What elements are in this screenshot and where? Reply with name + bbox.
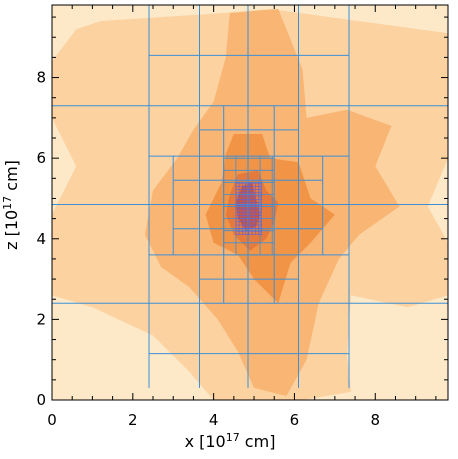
x-tick-label: 0 — [47, 411, 57, 429]
y-tick-label: 8 — [36, 69, 46, 87]
x-tick-label: 2 — [128, 411, 138, 429]
y-tick-label: 4 — [36, 230, 46, 248]
y-tick-label: 2 — [36, 310, 46, 328]
axis-ticks: 0 2 4 6 8 0 2 4 6 8 — [36, 5, 448, 429]
x-tick-label: 4 — [209, 411, 219, 429]
x-axis-label: x [1017 cm] — [185, 431, 276, 451]
plot-area — [52, 5, 448, 400]
y-axis-label: z [1017 cm] — [1, 160, 21, 250]
refinement-mesh — [52, 5, 448, 388]
y-tick-label: 6 — [36, 149, 46, 167]
x-tick-label: 6 — [290, 411, 300, 429]
x-tick-label: 8 — [370, 411, 380, 429]
plot-frame — [51, 4, 449, 401]
y-tick-label: 0 — [36, 391, 46, 409]
